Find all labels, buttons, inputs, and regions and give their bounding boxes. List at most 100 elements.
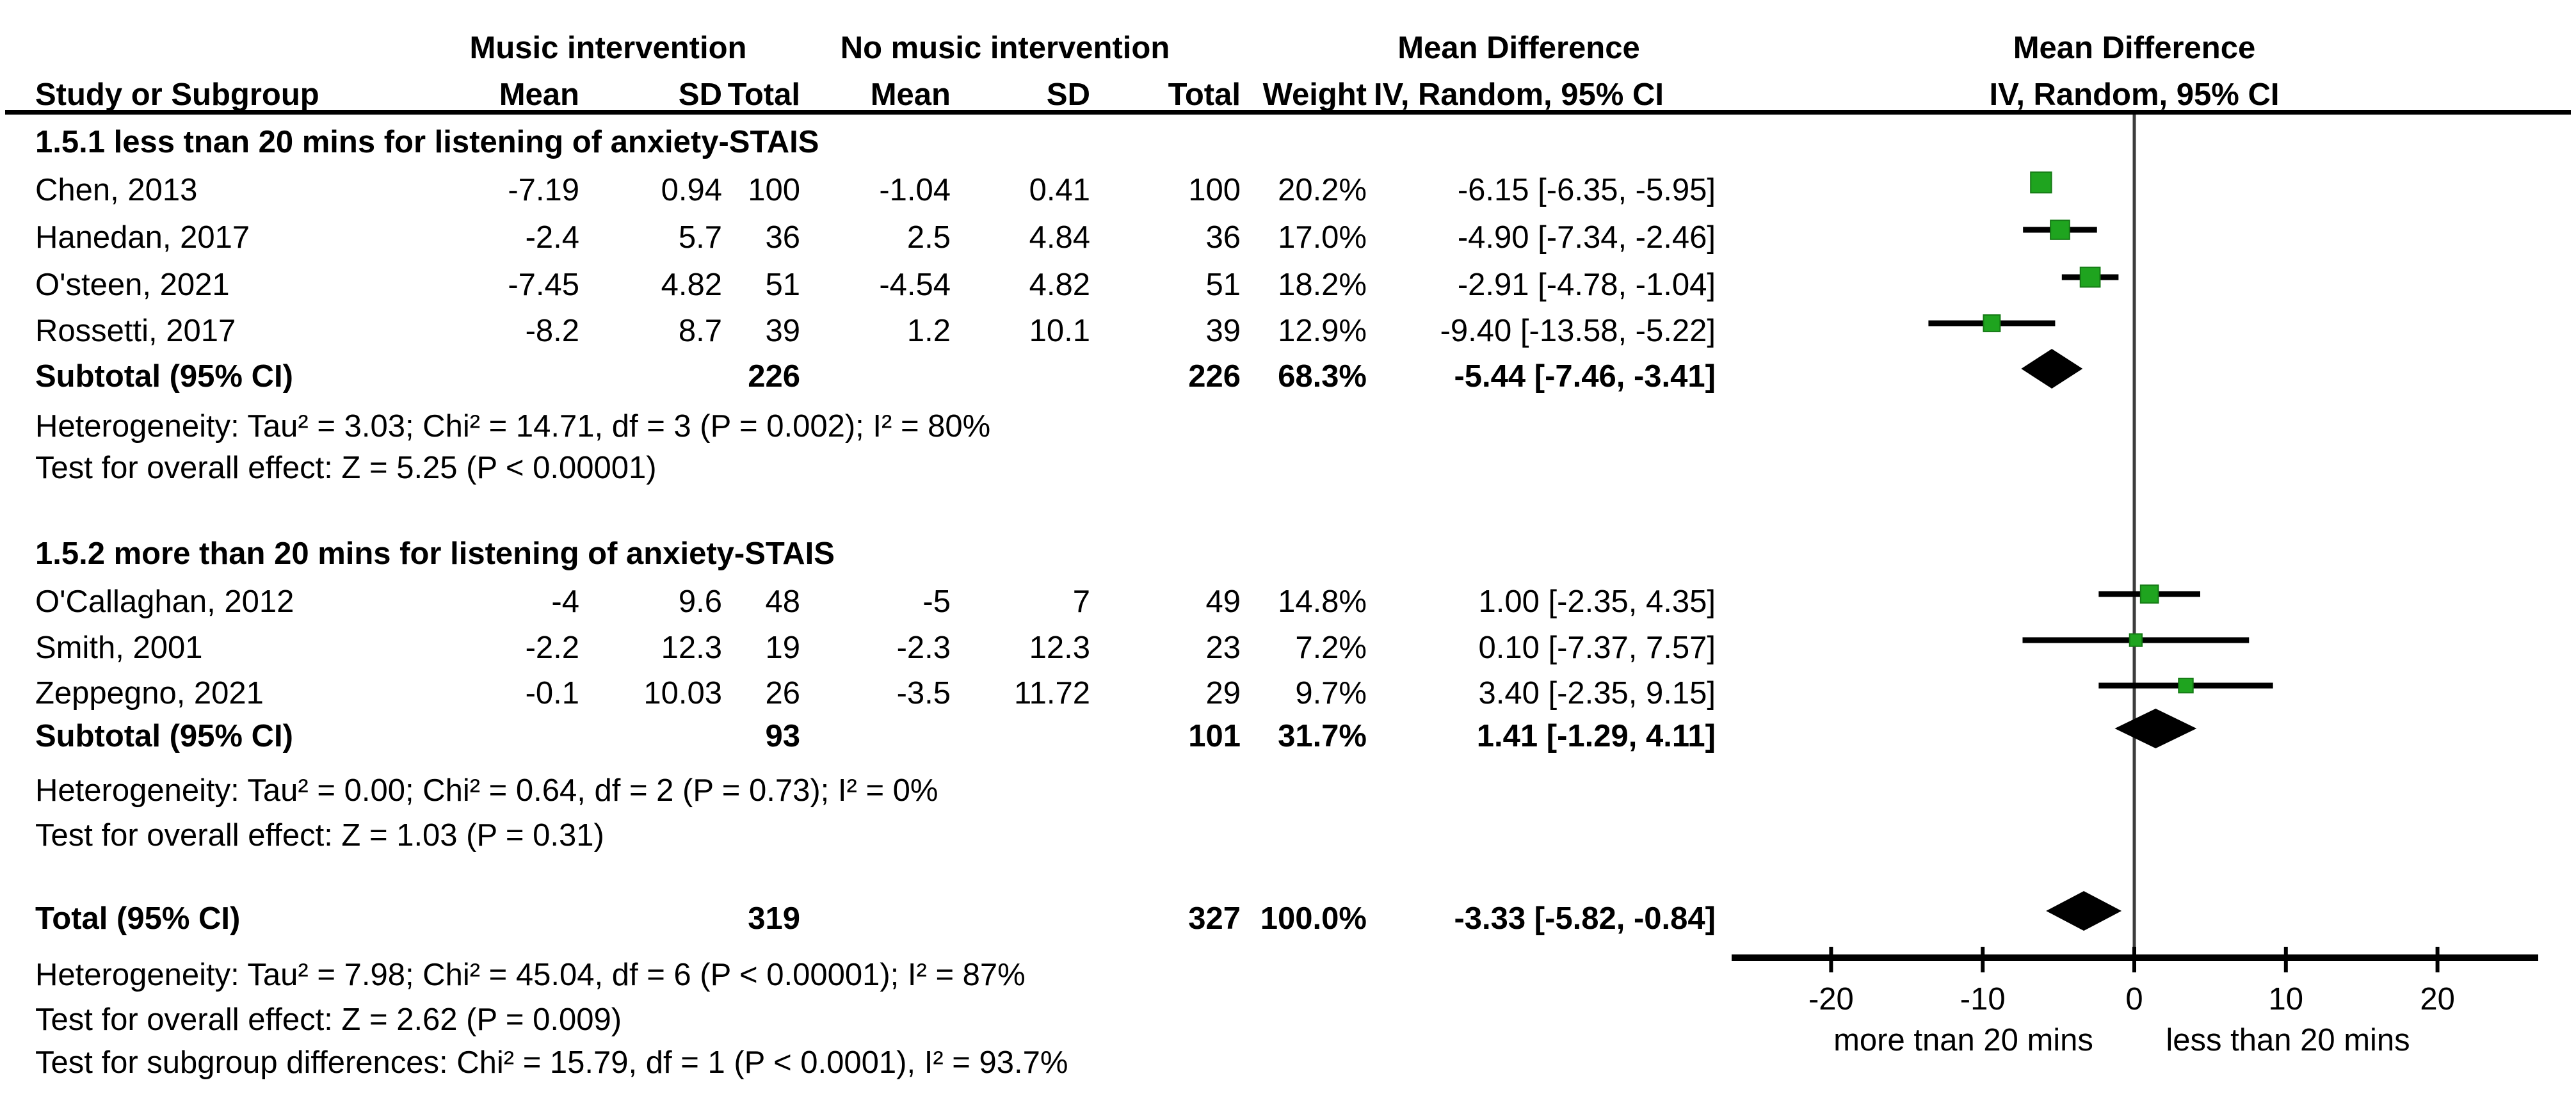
subgroup-difference-text: Test for subgroup differences: Chi² = 15… (35, 1045, 1068, 1080)
subtotal-total1: 226 (748, 359, 800, 394)
subtotal-row: Subtotal (95% CI) 93 101 31.7% 1.41 [-1.… (0, 713, 2576, 759)
sd2-value: 12.3 (1029, 631, 1090, 665)
study-column-header: Study or Subgroup (35, 77, 319, 112)
subtotal-total2: 226 (1188, 359, 1241, 394)
total2-header: Total (1168, 77, 1241, 112)
mean1-value: -7.45 (508, 268, 579, 302)
heterogeneity-text: Heterogeneity: Tau² = 0.00; Chi² = 0.64,… (35, 773, 938, 808)
total1-value: 36 (765, 220, 800, 255)
heterogeneity-note: Heterogeneity: Tau² = 0.00; Chi² = 0.64,… (0, 768, 2576, 814)
group2-header: No music intervention (840, 31, 1170, 65)
mean2-value: -3.5 (896, 676, 951, 711)
sd2-value: 0.41 (1029, 173, 1090, 207)
subtotal-label: Subtotal (95% CI) (35, 719, 293, 753)
ci-value: 3.40 [-2.35, 9.15] (1478, 676, 1716, 711)
mean2-value: 2.5 (906, 220, 951, 255)
heterogeneity-text: Heterogeneity: Tau² = 7.98; Chi² = 45.04… (35, 958, 1026, 992)
subgroup-title: 1.5.1 less tnan 20 mins for listening of… (35, 125, 819, 159)
total-label: Total (95% CI) (35, 901, 241, 936)
sd1-value: 0.94 (661, 173, 722, 207)
total1-value: 51 (765, 268, 800, 302)
mean1-value: -2.2 (525, 631, 579, 665)
weight-value: 18.2% (1278, 268, 1367, 302)
weight-value: 12.9% (1278, 314, 1367, 348)
total2-value: 100 (1188, 173, 1241, 207)
total2-value: 39 (1205, 314, 1241, 348)
mean1-header: Mean (499, 77, 579, 112)
mean1-value: -2.4 (525, 220, 579, 255)
sd1-value: 8.7 (678, 314, 722, 348)
sd1-header: SD (678, 77, 722, 112)
mean1-value: -7.19 (508, 173, 579, 207)
study-name: Zeppegno, 2021 (35, 676, 264, 711)
ci-value: -4.90 [-7.34, -2.46] (1457, 220, 1716, 255)
subtotal-label: Subtotal (95% CI) (35, 359, 293, 394)
study-row: Smith, 2001 -2.2 12.3 19 -2.3 12.3 23 7.… (0, 625, 2576, 671)
sd1-value: 9.6 (678, 584, 722, 619)
mean2-value: -2.3 (896, 631, 951, 665)
subtotal-weight: 31.7% (1278, 719, 1367, 753)
sd1-value: 4.82 (661, 268, 722, 302)
overall-effect-note: Test for overall effect: Z = 1.03 (P = 0… (0, 812, 2576, 858)
total-total1: 319 (748, 901, 800, 936)
effect-column-subheader: IV, Random, 95% CI (1374, 77, 1664, 112)
overall-effect-note: Test for overall effect: Z = 2.62 (P = 0… (0, 997, 2576, 1043)
study-row: Rossetti, 2017 -8.2 8.7 39 1.2 10.1 39 1… (0, 308, 2576, 354)
study-row: Zeppegno, 2021 -0.1 10.03 26 -3.5 11.72 … (0, 670, 2576, 716)
subtotal-weight: 68.3% (1278, 359, 1367, 394)
total-weight: 100.0% (1260, 901, 1367, 936)
column-header-row: Study or Subgroup Mean SD Total Mean SD … (0, 72, 2576, 118)
heterogeneity-note: Heterogeneity: Tau² = 7.98; Chi² = 45.04… (0, 952, 2576, 998)
ci-value: -2.91 [-4.78, -1.04] (1457, 268, 1716, 302)
subgroup-title: 1.5.2 more than 20 mins for listening of… (35, 536, 835, 571)
mean2-value: -5 (922, 584, 951, 619)
mean2-value: 1.2 (906, 314, 951, 348)
total1-value: 26 (765, 676, 800, 711)
total1-value: 48 (765, 584, 800, 619)
sd2-value: 10.1 (1029, 314, 1090, 348)
total1-value: 39 (765, 314, 800, 348)
study-name: Chen, 2013 (35, 173, 198, 207)
ci-value: 0.10 [-7.37, 7.57] (1478, 631, 1716, 665)
sd1-value: 5.7 (678, 220, 722, 255)
study-name: Hanedan, 2017 (35, 220, 250, 255)
ci-value: 1.00 [-2.35, 4.35] (1478, 584, 1716, 619)
sd2-value: 4.84 (1029, 220, 1090, 255)
mean2-value: -4.54 (879, 268, 951, 302)
weight-value: 14.8% (1278, 584, 1367, 619)
mean2-header: Mean (870, 77, 951, 112)
total-ci: -3.33 [-5.82, -0.84] (1454, 901, 1716, 936)
subtotal-ci: -5.44 [-7.46, -3.41] (1454, 359, 1716, 394)
weight-value: 7.2% (1295, 631, 1367, 665)
subtotal-total2: 101 (1188, 719, 1241, 753)
total2-value: 29 (1205, 676, 1241, 711)
mean1-value: -8.2 (525, 314, 579, 348)
group1-header: Music intervention (469, 31, 747, 65)
plot-column-title: Mean Difference (2013, 31, 2256, 65)
subtotal-total1: 93 (765, 719, 800, 753)
group-header-row: Music intervention No music intervention… (0, 25, 2576, 71)
study-name: O'Callaghan, 2012 (35, 584, 294, 619)
sd2-value: 7 (1072, 584, 1090, 619)
subgroup-difference-note: Test for subgroup differences: Chi² = 15… (0, 1040, 2576, 1086)
study-name: Smith, 2001 (35, 631, 203, 665)
study-row: O'Callaghan, 2012 -4 9.6 48 -5 7 49 14.8… (0, 579, 2576, 625)
heterogeneity-note: Heterogeneity: Tau² = 3.03; Chi² = 14.71… (0, 403, 2576, 449)
total2-value: 49 (1205, 584, 1241, 619)
total2-value: 36 (1205, 220, 1241, 255)
subgroup-title-row: 1.5.1 less tnan 20 mins for listening of… (0, 119, 2576, 165)
overall-effect-text: Test for overall effect: Z = 5.25 (P < 0… (35, 451, 657, 485)
heterogeneity-text: Heterogeneity: Tau² = 3.03; Chi² = 14.71… (35, 409, 991, 444)
ci-value: -9.40 [-13.58, -5.22] (1440, 314, 1716, 348)
total1-value: 19 (765, 631, 800, 665)
overall-effect-text: Test for overall effect: Z = 1.03 (P = 0… (35, 818, 604, 853)
subtotal-ci: 1.41 [-1.29, 4.11] (1476, 719, 1716, 753)
study-row: Hanedan, 2017 -2.4 5.7 36 2.5 4.84 36 17… (0, 214, 2576, 261)
overall-effect-text: Test for overall effect: Z = 2.62 (P = 0… (35, 1002, 622, 1037)
total2-value: 23 (1205, 631, 1241, 665)
sd1-value: 10.03 (643, 676, 722, 711)
study-name: O'steen, 2021 (35, 268, 230, 302)
plot-column-subheader: IV, Random, 95% CI (1989, 77, 2280, 112)
sd2-value: 4.82 (1029, 268, 1090, 302)
